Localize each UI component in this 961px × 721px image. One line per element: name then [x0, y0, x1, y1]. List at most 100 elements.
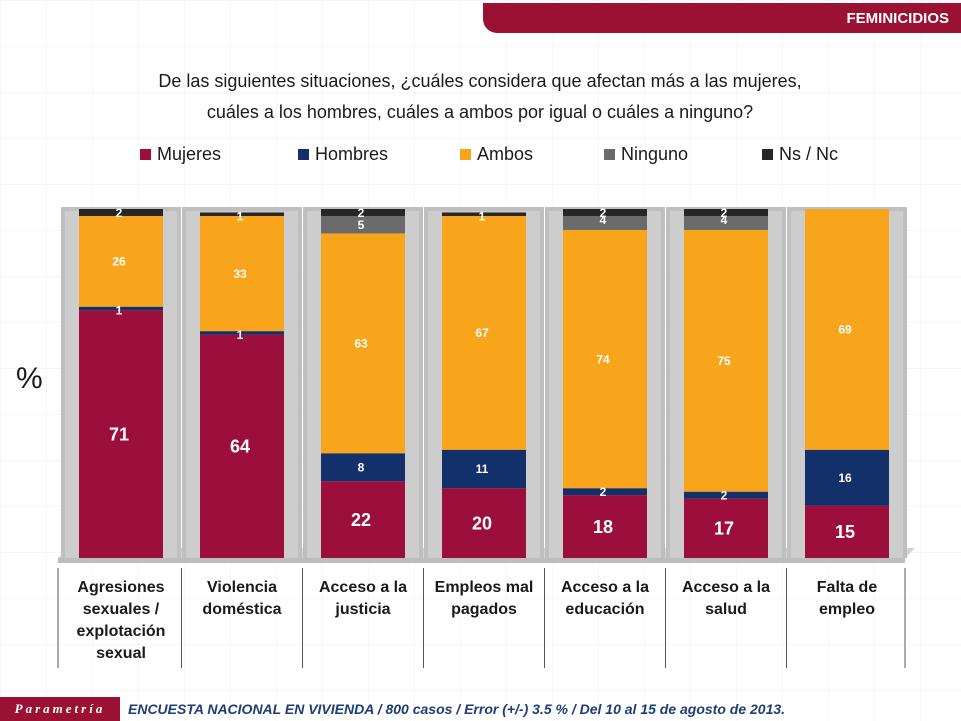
bar-segment-mujeres	[805, 505, 889, 558]
data-label: 2	[600, 206, 607, 220]
bar-segment-ns-nc	[563, 209, 647, 216]
data-label: 64	[230, 437, 250, 457]
legend-item-2: Ambos	[460, 144, 533, 165]
bar-segment-ambos	[442, 215, 526, 450]
data-label: 1	[479, 209, 486, 223]
data-label: 1	[237, 328, 244, 342]
legend-swatch	[298, 149, 309, 160]
data-label: 20	[472, 513, 492, 533]
category-label: Empleos mal	[435, 579, 534, 596]
legend-item-4: Ns / Nc	[762, 144, 838, 165]
bar-segment-ns-nc	[442, 212, 526, 216]
category-label: Falta de	[817, 579, 878, 596]
legend-item-3: Ninguno	[604, 144, 688, 165]
data-label: 4	[721, 213, 728, 227]
category-label: Acceso a la	[682, 579, 770, 596]
legend-item-0: Mujeres	[140, 144, 221, 165]
data-label: 2	[721, 206, 728, 220]
footer-note: ENCUESTA NACIONAL EN VIVIENDA / 800 caso…	[128, 701, 786, 717]
data-label: 74	[596, 352, 610, 366]
bar-segment-hombres	[442, 449, 526, 489]
bar-segment-hombres	[200, 331, 284, 335]
bar-segment-hombres	[79, 306, 163, 311]
legend-item-1: Hombres	[298, 144, 388, 165]
bar-segment-hombres	[563, 488, 647, 496]
bar-segment-mujeres	[79, 310, 163, 558]
bar-segment-ambos	[805, 209, 889, 450]
bar-segment-mujeres	[200, 334, 284, 558]
data-label: 2	[116, 206, 123, 220]
data-label: 2	[600, 485, 607, 499]
banner-title: FEMINICIDIOS	[846, 9, 949, 27]
category-label: doméstica	[202, 601, 281, 618]
data-label: 17	[714, 519, 734, 539]
legend-label: Hombres	[315, 144, 389, 164]
category-label: sexuales /	[83, 601, 160, 618]
category-label: justicia	[334, 601, 390, 618]
bar-segment-hombres	[321, 453, 405, 482]
data-label: 2	[721, 489, 728, 503]
data-label: 26	[112, 255, 126, 269]
category-label: educación	[565, 601, 644, 618]
data-label: 1	[116, 304, 123, 318]
bar-segment-mujeres	[442, 488, 526, 558]
data-label: 69	[838, 323, 852, 337]
bar-segment-ninguno	[684, 215, 768, 230]
bar-segment-ns-nc	[684, 209, 768, 216]
category-label: empleo	[819, 601, 875, 618]
data-label: 11	[476, 462, 489, 476]
question-text: De las siguientes situaciones, ¿cuáles c…	[60, 66, 900, 128]
category-label: Acceso a la	[561, 579, 649, 596]
category-label: Agresiones	[77, 579, 164, 596]
footer-logo-text: Parametría	[14, 701, 106, 716]
bar-segment-ambos	[684, 229, 768, 492]
data-label: 16	[838, 471, 852, 485]
bar-segment-ns-nc	[200, 212, 284, 216]
legend-swatch	[140, 149, 151, 160]
bar-segment-ambos	[79, 215, 163, 307]
data-label: 18	[593, 517, 613, 537]
footer-logo: Parametría	[0, 697, 120, 721]
category-label: explotación	[77, 623, 166, 640]
bar-segment-ninguno	[321, 215, 405, 234]
section-banner: FEMINICIDIOS	[483, 3, 961, 33]
data-label: 71	[109, 424, 129, 444]
legend-swatch	[460, 149, 471, 160]
category-label: pagados	[451, 601, 517, 618]
bar-segment-ambos	[563, 229, 647, 489]
question-line-2: cuáles a los hombres, cuáles a ambos por…	[206, 102, 754, 122]
data-label: 33	[233, 267, 247, 281]
question-line-1: De las siguientes situaciones, ¿cuáles c…	[158, 71, 802, 91]
bar-segment-mujeres	[684, 498, 768, 558]
bar-segment-ambos	[321, 233, 405, 454]
legend-swatch	[762, 149, 773, 160]
bar-segment-ns-nc	[321, 209, 405, 216]
data-label: 15	[835, 522, 855, 542]
plot-floor-edge	[58, 558, 905, 563]
data-label: 22	[351, 510, 371, 530]
bar-segment-hombres	[684, 491, 768, 499]
bar-segment-ns-nc	[79, 209, 163, 216]
category-label: sexual	[96, 645, 146, 662]
data-label: 75	[717, 354, 731, 368]
bar-segment-ninguno	[563, 215, 647, 230]
legend-label: Ambos	[477, 144, 534, 164]
data-label: 4	[600, 213, 607, 227]
data-label: 8	[358, 460, 365, 474]
data-label: 67	[475, 326, 489, 340]
legend-label: Mujeres	[157, 144, 222, 164]
bar-segment-ambos	[200, 215, 284, 332]
y-axis-label: %	[16, 362, 43, 395]
data-label: 5	[358, 218, 365, 232]
bar-segment-mujeres	[321, 481, 405, 558]
data-label: 63	[354, 337, 368, 351]
bar-segment-mujeres	[563, 495, 647, 558]
legend-swatch	[604, 149, 615, 160]
bar-segment-hombres	[805, 449, 889, 506]
legend-label: Ninguno	[621, 144, 689, 164]
chart-legend: Mujeres Hombres Ambos Ninguno Ns / Nc	[0, 144, 961, 172]
data-label: 1	[237, 209, 244, 223]
data-label: 2	[358, 206, 365, 220]
category-label: Acceso a la	[319, 579, 407, 596]
